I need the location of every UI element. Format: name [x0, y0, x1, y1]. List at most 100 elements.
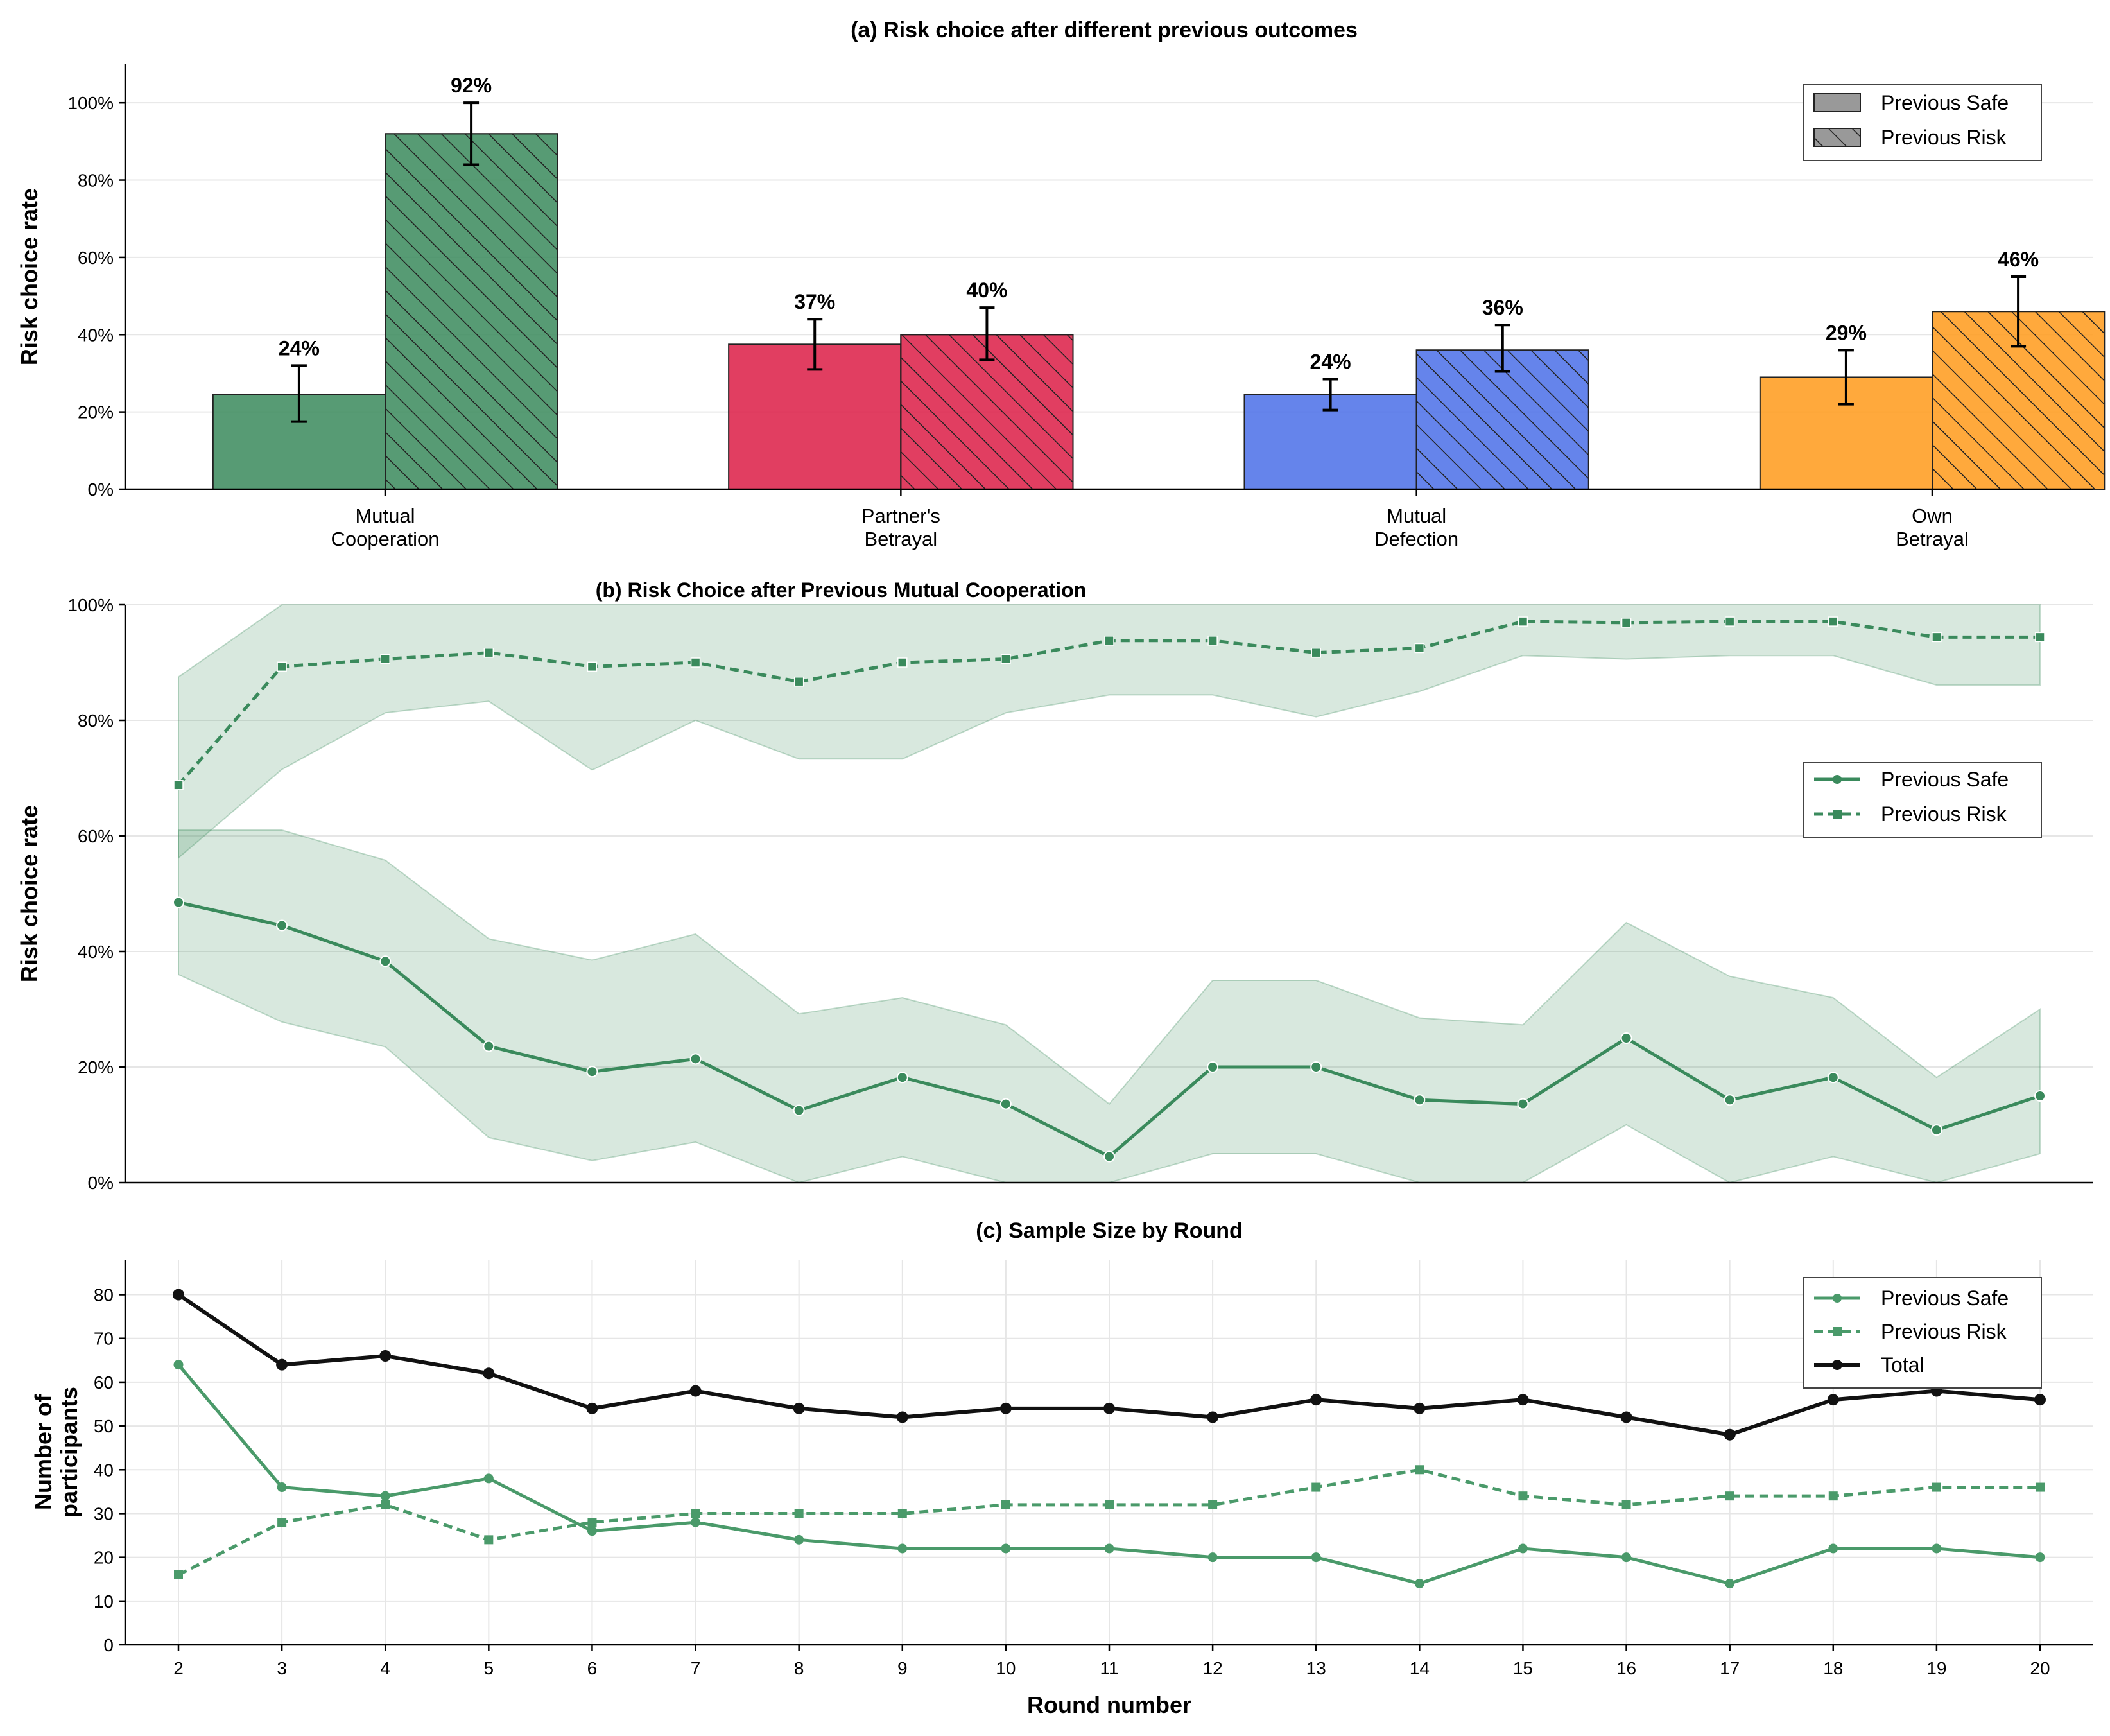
data-point: [794, 1534, 804, 1545]
y-tick-label: 80: [94, 1285, 114, 1305]
data-point: [587, 661, 598, 672]
data-point: [1207, 636, 1218, 646]
data-point: [689, 1385, 702, 1397]
x-tick-label: 10: [996, 1658, 1016, 1678]
data-point: [276, 919, 288, 932]
x-tick-label: 14: [1410, 1658, 1430, 1678]
panel-c-x-ticks: 2 3 4 5 6 7 8 9 10 11 12 13 14 15 16 17 18 19 20: [173, 1645, 2050, 1678]
data-point: [1828, 1543, 1838, 1554]
legend-label-previous-safe: Previous Safe: [1881, 768, 2009, 791]
data-point: [173, 1360, 184, 1370]
data-point: [1517, 1394, 1529, 1406]
data-point: [897, 657, 908, 668]
x-tick-label: Mutual: [355, 505, 415, 527]
panel-a-legend: Previous Safe Previous Risk: [1803, 84, 2042, 161]
data-point: [1001, 1543, 1011, 1554]
y-tick-label: 20%: [78, 403, 114, 422]
x-tick-label: Cooperation: [331, 528, 440, 550]
data-point: [483, 1473, 494, 1484]
data-point: [691, 1517, 701, 1527]
data-point: [1415, 1465, 1424, 1475]
data-point: [1932, 1482, 1941, 1492]
panel-b: 0% 20% 40% 60% 80% 100% (b) Risk Choice after…: [16, 578, 2093, 1193]
data-point: [1621, 618, 1632, 628]
panel-a-x-ticks: MutualCooperationPartner'sBetrayalMutual…: [331, 489, 1969, 550]
data-point: [1930, 1124, 1942, 1136]
data-point: [2035, 632, 2045, 643]
x-tick-label: Defection: [1374, 528, 1458, 550]
data-point: [380, 654, 390, 664]
data-point: [173, 1289, 184, 1301]
data-point: [1311, 1482, 1321, 1492]
x-tick-label: 13: [1306, 1658, 1326, 1678]
panel-c-y-label: Number of participants: [30, 1387, 82, 1518]
data-point: [1724, 1428, 1736, 1441]
legend-label-previous-risk: Previous Risk: [1881, 803, 2007, 826]
x-tick-label: 12: [1203, 1658, 1223, 1678]
panel-c-title: (c) Sample Size by Round: [976, 1219, 1243, 1243]
panel-a-title: (a) Risk choice after different previous…: [851, 18, 1358, 42]
panel-a-error-bars: [291, 101, 2027, 423]
data-point: [587, 1518, 597, 1527]
y-tick-label: 0: [103, 1635, 114, 1655]
panel-b-y-label: Risk choice rate: [16, 805, 42, 982]
data-point: [1414, 1579, 1424, 1589]
data-point: [277, 1482, 287, 1493]
data-point: [1104, 636, 1114, 646]
data-point: [691, 1509, 700, 1518]
x-tick-label: 4: [380, 1658, 390, 1678]
x-tick-label: 3: [277, 1658, 287, 1678]
data-point: [1001, 1500, 1010, 1509]
data-point: [1518, 1543, 1528, 1554]
data-point: [173, 780, 184, 790]
x-tick-label: 16: [1616, 1658, 1636, 1678]
data-point: [897, 1543, 908, 1554]
y-tick-label: 100%: [67, 595, 114, 615]
data-point: [1207, 1552, 1218, 1563]
data-point: [1828, 1491, 1838, 1501]
x-tick-label: Betrayal: [864, 528, 937, 550]
data-point: [1207, 1411, 1219, 1423]
panel-a: 24% 92% 37% 40% 24% 36% 29% 46% 0% 20% 40% 60% 80% 1…: [16, 18, 2106, 550]
y-tick-label: 40%: [78, 942, 114, 962]
y-tick-label: 50: [94, 1416, 114, 1436]
x-tick-label: 6: [587, 1658, 598, 1678]
x-tick-label: 17: [1720, 1658, 1740, 1678]
data-point: [2036, 1482, 2045, 1492]
data-point: [1620, 1411, 1632, 1423]
panel-c-y-label-line-2: participants: [56, 1387, 82, 1518]
data-point: [484, 1535, 494, 1545]
legend-label-previous-safe: Previous Safe: [1881, 91, 2009, 114]
data-label: 92%: [451, 74, 492, 97]
data-point: [174, 1570, 183, 1579]
data-point: [1104, 1543, 1114, 1554]
y-tick-label: 60%: [78, 248, 114, 268]
legend-swatch-previous-safe: [1813, 93, 1861, 112]
data-point: [1001, 654, 1011, 664]
data-point: [1311, 1552, 1321, 1563]
data-point: [794, 1509, 804, 1518]
data-point: [1103, 1150, 1115, 1163]
x-tick-label: 9: [897, 1658, 908, 1678]
data-point: [689, 1053, 702, 1065]
y-tick-label: 10: [94, 1592, 114, 1611]
data-point: [381, 1500, 390, 1509]
bar-hatch: [1415, 349, 1589, 490]
panel-c-y-ticks: 0 10 20 30 40 50 60 70 80: [94, 1285, 125, 1655]
legend-label-previous-risk: Previous Risk: [1881, 126, 2007, 149]
panel-a-y-ticks: 0% 20% 40% 60% 80% 100%: [67, 93, 125, 499]
data-point: [2035, 1552, 2045, 1563]
y-tick-label: 60%: [78, 826, 114, 846]
data-point: [1414, 1094, 1426, 1106]
panel-a-y-label: Risk choice rate: [16, 188, 42, 365]
legend-label-total: Total: [1881, 1353, 1924, 1376]
x-tick-label: 19: [1926, 1658, 1946, 1678]
data-point: [1414, 1402, 1426, 1414]
y-tick-label: 20%: [78, 1057, 114, 1077]
legend-marker-previous-safe: [1833, 775, 1842, 784]
data-label: 37%: [794, 290, 835, 313]
data-point: [586, 1066, 598, 1078]
legend-frame: [1803, 762, 2042, 838]
data-point: [1828, 616, 1838, 627]
